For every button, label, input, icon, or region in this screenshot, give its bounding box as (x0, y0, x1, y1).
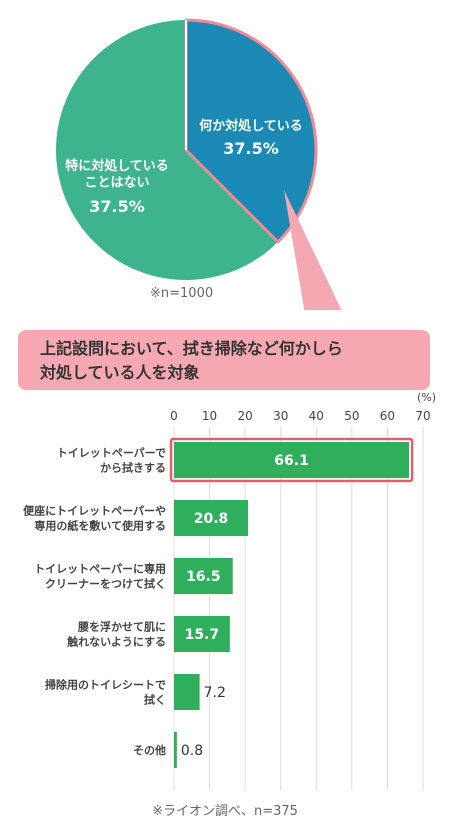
bar-highlight-outline (169, 437, 414, 483)
footnote: ※ライオン調べ、n=375 (152, 804, 298, 819)
callout-box (18, 330, 430, 390)
bar-value-label: 20.8 (194, 511, 229, 527)
pie-label-no-action: 特に対処していることはない (65, 158, 169, 190)
x-tick-label: 20 (238, 409, 253, 423)
bar-value-label: 0.8 (181, 743, 203, 759)
x-tick-label: 50 (344, 409, 359, 423)
x-tick-label: 0 (170, 409, 178, 423)
x-tick-label: 60 (380, 409, 395, 423)
pie-value-no-action: 37.5% (89, 197, 145, 216)
bar-value-label: 16.5 (186, 569, 221, 585)
x-tick-label: 30 (273, 409, 288, 423)
x-tick-label: 40 (309, 409, 324, 423)
callout-pointer (284, 190, 342, 310)
pie-value-taking-action: 37.5% (223, 139, 279, 158)
bar (174, 674, 200, 710)
category-label: トイレットペーパーに専用クリーナーをつけて拭く (34, 562, 166, 591)
bar (174, 732, 177, 768)
bar (174, 558, 233, 594)
category-label: トイレットペーパーでから拭きする (57, 447, 166, 475)
x-tick-label: 70 (415, 409, 430, 423)
pie-sample-note: ※n=1000 (150, 286, 214, 301)
category-label: 腰を浮かせて肌に触れないようにする (66, 620, 166, 649)
bar (174, 616, 230, 652)
category-label: その他 (133, 743, 166, 757)
x-tick-label: 10 (202, 409, 217, 423)
pie-label-taking-action: 何か対処している (199, 118, 303, 134)
pie-slice-taking-action (184, 18, 318, 244)
callout-text: 上記設問において、拭き掃除など何かしら 対処している人を対象 (40, 337, 430, 385)
category-label: 便座にトイレットペーパーや専用の紙を敷いて使用する (23, 504, 166, 533)
bar (174, 442, 410, 478)
bar-value-label: 15.7 (185, 627, 220, 643)
pie-chart: 何か対処している 37.5% 特に対処していることはない 37.5% (55, 18, 342, 310)
pie-slice-no-action (55, 20, 278, 280)
bar-value-label: 7.2 (204, 685, 226, 701)
callout-line-2: 対処している人を対象 (40, 363, 200, 382)
bar-chart: (%) 0 10 20 30 40 50 60 70 66.1 トイレットペーパーでから拭きする 20… (23, 391, 436, 790)
x-unit-label: (%) (417, 391, 436, 404)
bar (174, 500, 248, 536)
category-label: 掃除用のトイレシートで拭く (45, 678, 166, 707)
bar-value-label: 66.1 (274, 453, 309, 469)
callout-line-1: 上記設問において、拭き掃除など何かしら (40, 339, 343, 358)
